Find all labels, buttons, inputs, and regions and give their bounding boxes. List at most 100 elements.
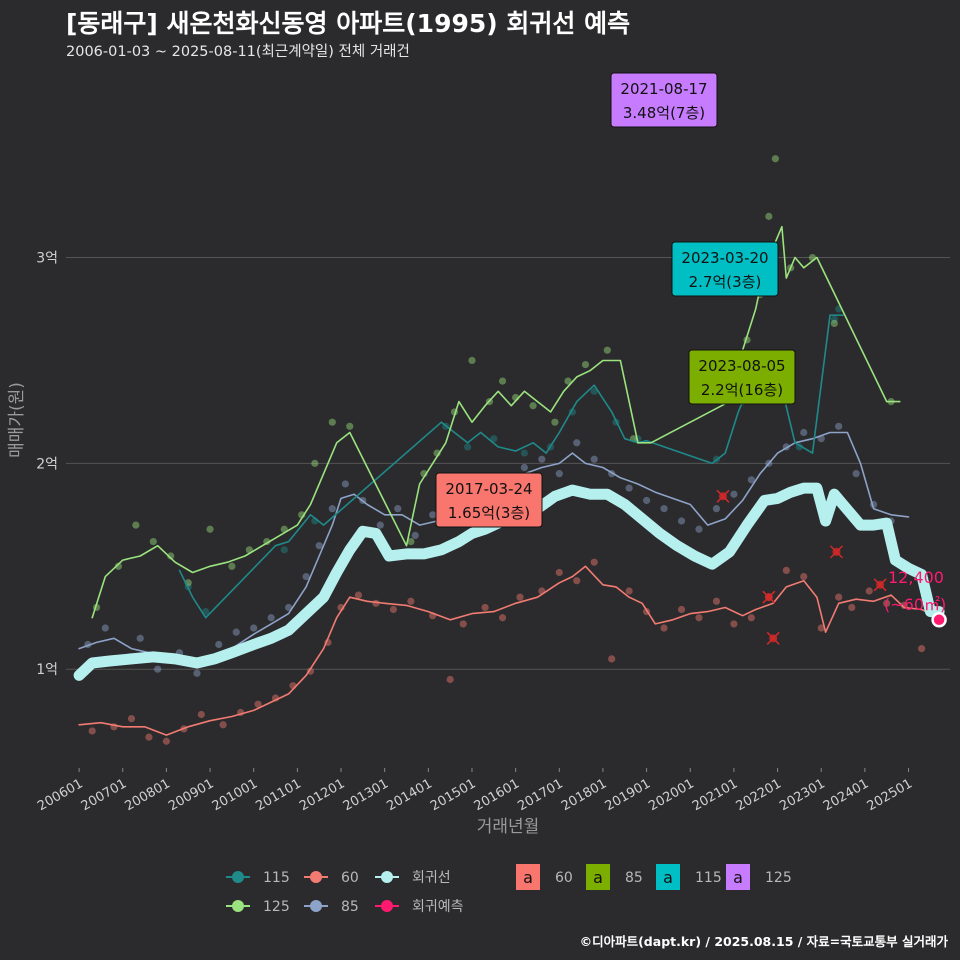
scatter-point-85 [520,463,528,472]
scatter-point-60 [354,591,363,599]
scatter-point-125 [346,422,354,430]
scatter-point-85 [376,521,384,529]
svg-text:a: a [733,868,743,887]
scatter-point-60 [625,587,633,595]
scatter-point-125 [132,521,140,529]
scatter-point-60 [197,710,205,719]
x-tick-label: 201101 [253,776,303,814]
scatter-point-85 [250,624,258,632]
annotation-label: 2021-08-17 3.48억(7층) [610,72,718,128]
scatter-point-115 [830,315,838,323]
scatter-point-85 [835,422,843,430]
scatter-point-125 [581,360,590,369]
annotation-value: 2.2억(16층) [701,381,783,399]
forecast-cross [829,545,844,559]
legend-item-125: 125 [226,899,290,915]
scatter-point-85 [660,505,668,513]
scatter-point-60 [883,599,891,607]
x-tick-label: 201701 [515,776,565,814]
y-tick-label: 1억 [36,662,58,678]
y-tick-label: 3억 [36,251,58,267]
scatter-point-60 [389,605,398,614]
annotation-value: 1.65억(3층) [448,504,530,522]
x-axis-ticks: 2006012007012008012009012010012011012012… [35,768,915,814]
x-tick-label: 202101 [690,776,740,814]
forecast-value: 12,400 [888,568,944,587]
legend-box-label: 60 [555,870,573,886]
annotation-label: 2023-03-20 2.7억(3층) [671,241,779,297]
scatter-point-60 [835,593,843,601]
x-tick-label: 202501 [865,776,915,814]
scatter-point-60 [677,605,686,614]
scatter-point-85 [341,480,349,488]
series-line-125 [91,225,901,619]
scatter-point-125 [765,212,773,220]
scatter-point-85 [712,505,721,513]
legend-box-label: 115 [695,870,722,886]
scatter-point-60 [127,715,136,723]
x-tick-label: 202201 [734,776,784,814]
scatter-point-125 [529,402,537,410]
x-tick-label: 202001 [646,776,696,814]
scatter-point-60 [800,572,808,581]
y-axis-ticks: 1억 2억 3억 [36,251,58,679]
scatter-point-60 [848,603,856,612]
series-line-회귀선 [73,482,945,681]
forecast-area: (~60㎡) [884,595,946,614]
scatter-point-85 [800,428,808,437]
scatter-point-85 [285,603,293,612]
scatter-point-85 [590,455,598,463]
annotation-date: 2021-08-17 [620,80,707,98]
scatter-point-60 [712,597,721,605]
forecast-cross [716,489,730,503]
scatter-point-125 [206,525,214,533]
scatter-point-60 [573,577,581,585]
scatter-point-60 [219,721,227,729]
y-axis-title: 매매가(원) [7,382,27,458]
x-tick-label: 202301 [777,776,827,814]
scatter-point-125 [564,377,572,385]
legend-box-125: a 125 [726,864,792,890]
scatter-point-85 [555,470,563,478]
grid-lines [66,257,950,670]
scatter-point-85 [394,505,402,513]
legend-label: 125 [263,899,290,915]
legend-box-115: a 115 [656,864,722,890]
legend-item-60: 60 [304,870,359,886]
scatter-point-60 [306,667,315,675]
scatter-point-125 [771,155,779,163]
annotation-date: 2023-03-20 [681,249,768,267]
annotation-date: 2017-03-24 [445,480,532,498]
annotations: 2021-08-173.48억(7층)2023-03-202.7억(3층)202… [435,72,796,528]
scatter-point-60 [407,597,415,605]
x-tick-label: 201801 [559,776,609,814]
series-line-85 [78,431,910,666]
legend-label: 회귀예측 [412,899,464,915]
scatter-point-85 [215,640,223,649]
scatter-point-125 [114,562,122,570]
scatter-point-85 [232,628,240,636]
x-tick-label: 200901 [166,776,216,814]
page-title: [동래구] 새온천화신동영 아파트(1995) 회귀선 예측 [66,9,631,38]
x-tick-label: 202401 [821,776,871,814]
scatter-point-60 [481,603,489,612]
annotation-value: 2.7억(3층) [689,273,762,291]
scatter-point-125 [551,418,559,426]
scatter-point-60 [782,566,790,575]
scatter-point-115 [520,449,528,457]
annotation-label: 2023-08-05 2.2억(16층) [688,349,796,405]
legend-item-회귀선: 회귀선 [375,870,451,886]
x-axis-title: 거래년월 [477,817,540,837]
legend-box-60: a 60 [516,864,573,890]
scatter-point-125 [830,319,838,328]
page-subtitle: 2006-01-03 ~ 2025-08-11(최근계약일) 전체 거래건 [66,44,410,60]
scatter-point-85 [302,572,310,581]
forecast-cross [762,590,776,604]
scatter-point-85 [573,439,581,447]
scatter-point-115 [464,443,472,451]
legend-item-115: 115 [226,870,290,886]
forecast-cross [766,631,780,645]
scatter-point-125 [167,552,175,560]
legend-label: 회귀선 [412,870,451,886]
svg-text:a: a [663,868,673,887]
